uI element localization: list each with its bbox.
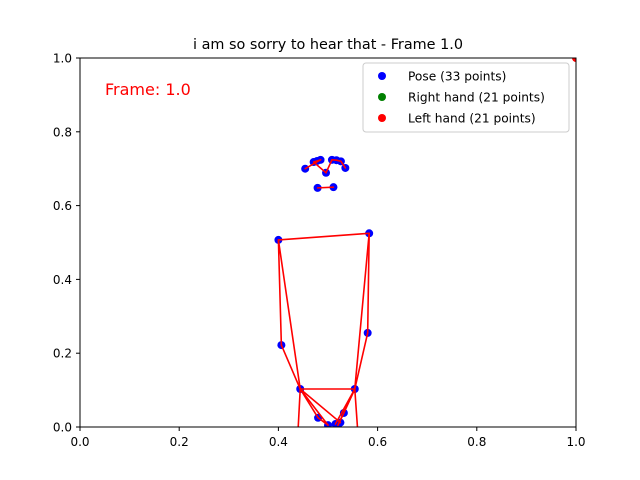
pose-connection [299, 388, 329, 426]
pose-connection [334, 388, 356, 425]
x-axis: 0.0 0.2 0.4 0.6 0.8 1.0 [70, 427, 586, 449]
pose-connection [316, 186, 335, 189]
pose-connection [353, 332, 369, 390]
y-tick-label: 0.2 [53, 347, 72, 361]
x-tick-label: 0.8 [467, 435, 486, 449]
legend-marker [378, 114, 386, 122]
pose-connection [277, 239, 283, 346]
x-tick-label: 0.6 [368, 435, 387, 449]
pose-connection [312, 161, 327, 174]
pose-connection [317, 416, 329, 426]
x-tick-label: 0.2 [170, 435, 189, 449]
legend-marker [378, 93, 386, 101]
y-tick-label: 0.6 [53, 199, 72, 213]
left-hand-point [572, 58, 576, 62]
y-tick-label: 0.0 [53, 421, 72, 435]
legend-label: Pose (33 points) [408, 70, 506, 84]
pose-connection [337, 412, 345, 426]
chart-title: i am so sorry to hear that - Frame 1.0 [193, 37, 463, 53]
legend-marker [378, 72, 386, 80]
plot-frame [79, 57, 577, 428]
legend-frame [362, 62, 570, 133]
pose-connection [277, 239, 302, 390]
pose-connection [353, 232, 370, 390]
legend-label: Left hand (21 points) [408, 112, 536, 126]
legend-label: Right hand (21 points) [408, 91, 545, 105]
pose-connection [280, 344, 302, 390]
x-tick-label: 0.0 [70, 435, 89, 449]
y-tick-label: 0.4 [53, 273, 72, 287]
x-tick-label: 0.4 [269, 435, 288, 449]
pose-connection [340, 160, 347, 169]
pose-connection [353, 388, 359, 427]
pose-connection [325, 159, 333, 174]
pose-connection [299, 388, 342, 424]
y-axis: 0.0 0.2 0.4 0.6 0.8 1.0 [53, 52, 80, 435]
pose-connection [297, 388, 302, 427]
data-layer [274, 58, 576, 427]
y-tick-label: 0.8 [53, 125, 72, 139]
pose-connection [366, 232, 370, 334]
frame-annotation: Frame: 1.0 [105, 80, 191, 99]
x-tick-label: 1.0 [566, 435, 585, 449]
y-tick-label: 1.0 [53, 52, 72, 66]
pose-connection [277, 232, 370, 241]
pose-connection [304, 159, 322, 170]
legend: Pose (33 points) Right hand (21 points) Le… [362, 62, 570, 133]
